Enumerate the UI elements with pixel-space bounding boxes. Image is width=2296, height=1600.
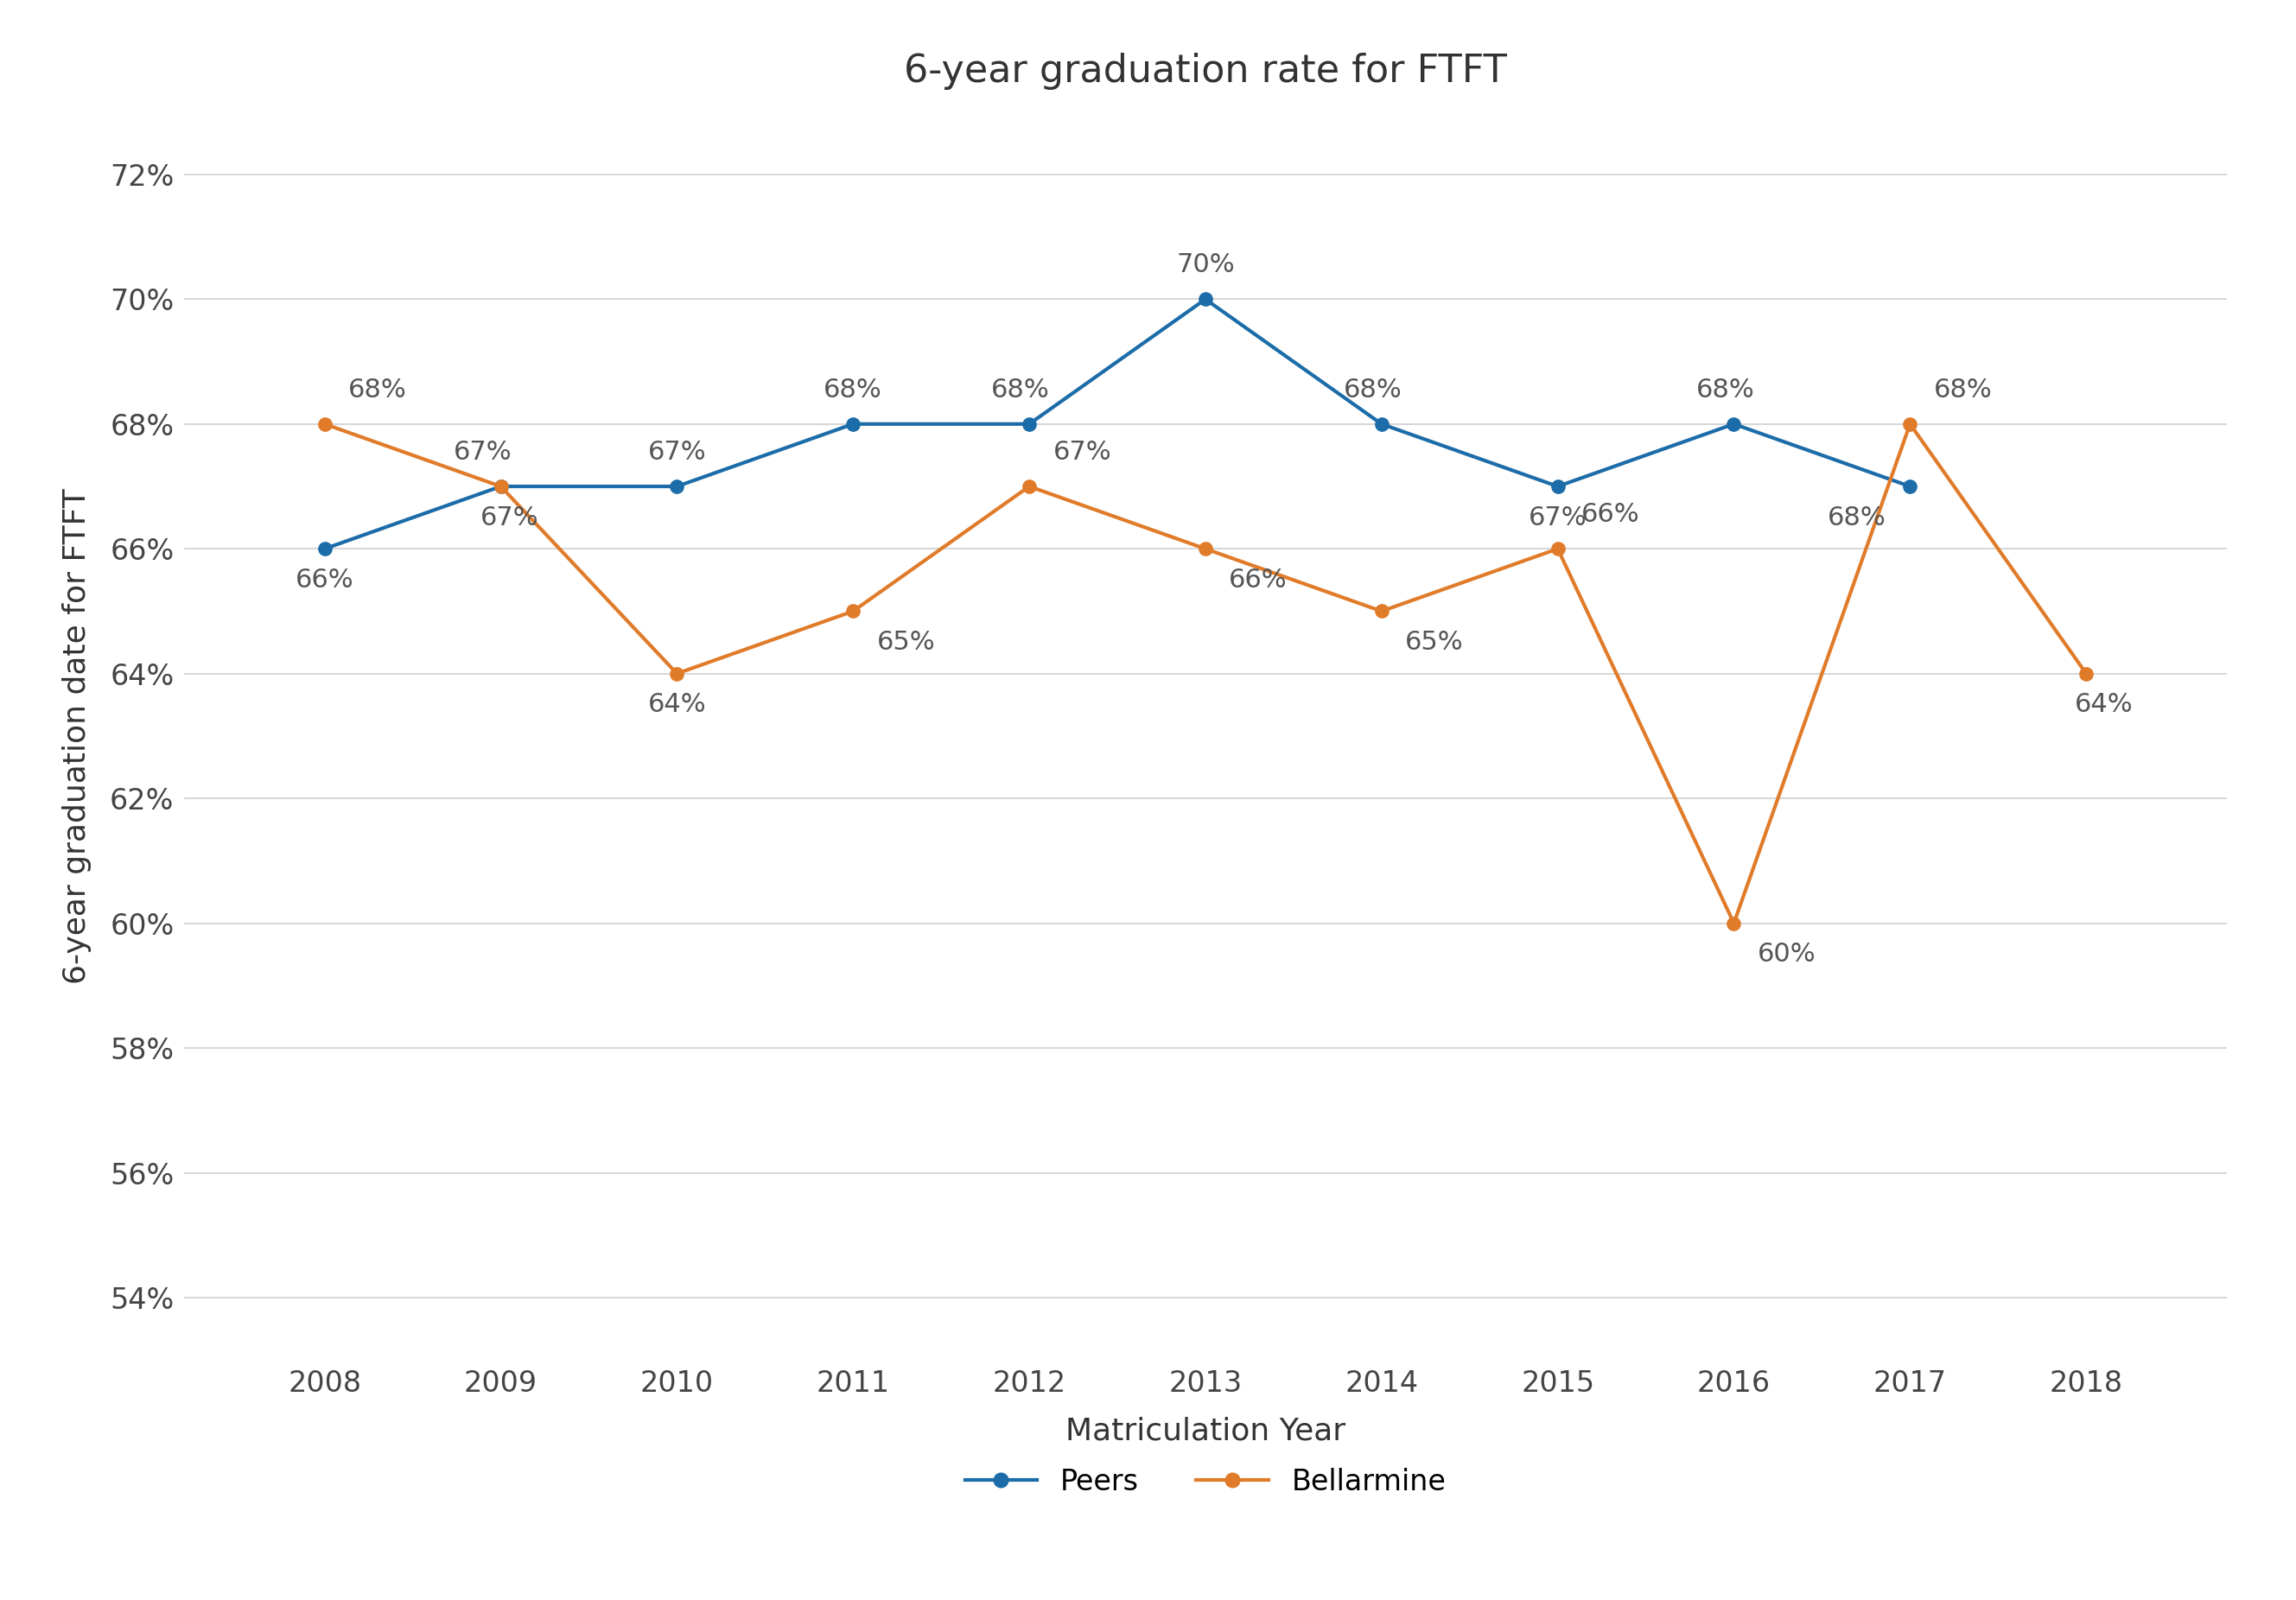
Text: 66%: 66% [296,568,354,592]
Text: 66%: 66% [1582,502,1639,526]
Text: 67%: 67% [647,440,707,464]
Title: 6-year graduation rate for FTFT: 6-year graduation rate for FTFT [905,53,1506,90]
Bellarmine [840,602,868,621]
Text: 67%: 67% [1529,506,1587,530]
Text: 67%: 67% [480,506,540,530]
Text: 64%: 64% [647,693,707,717]
Peers [487,477,514,496]
Y-axis label: 6-year graduation date for FTFT: 6-year graduation date for FTFT [62,488,92,984]
Line: Peers: Peers [319,293,1917,555]
Peers [1896,477,1924,496]
Text: 67%: 67% [455,440,512,464]
Text: 68%: 68% [1828,506,1887,530]
Bellarmine [1896,414,1924,434]
Peers [1720,414,1747,434]
Bellarmine [1368,602,1396,621]
Text: 68%: 68% [349,378,406,402]
Bellarmine [487,477,514,496]
Text: 68%: 68% [824,378,882,402]
Bellarmine [1543,539,1570,558]
Bellarmine [1192,539,1219,558]
Legend: Peers, Bellarmine: Peers, Bellarmine [953,1456,1458,1507]
Peers [310,539,338,558]
Line: Bellarmine: Bellarmine [319,418,2092,930]
Text: 65%: 65% [877,630,934,654]
Text: 70%: 70% [1176,253,1235,277]
Text: 68%: 68% [1343,378,1403,402]
Text: 67%: 67% [1054,440,1111,464]
Bellarmine [1015,477,1042,496]
Bellarmine [310,414,338,434]
Peers [1543,477,1570,496]
Bellarmine [1720,914,1747,933]
Peers [840,414,868,434]
Text: 60%: 60% [1756,942,1816,966]
Peers [664,477,691,496]
Text: 68%: 68% [992,378,1049,402]
Text: 68%: 68% [1697,378,1754,402]
Text: 65%: 65% [1405,630,1463,654]
Text: 68%: 68% [1933,378,1993,402]
Text: 66%: 66% [1228,568,1288,592]
Peers [1015,414,1042,434]
Peers [1368,414,1396,434]
Peers [1192,290,1219,309]
Bellarmine [2073,664,2101,683]
Text: 64%: 64% [2076,693,2133,717]
Bellarmine [664,664,691,683]
X-axis label: Matriculation Year: Matriculation Year [1065,1416,1345,1445]
